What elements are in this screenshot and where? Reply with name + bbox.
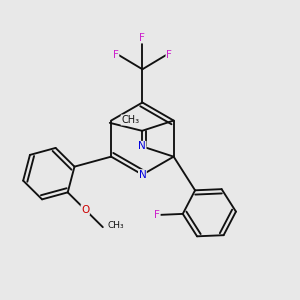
Text: O: O [81,205,89,215]
Text: N: N [138,141,146,152]
Text: F: F [166,50,172,60]
Text: CH₃: CH₃ [107,221,124,230]
Text: F: F [154,210,160,220]
Text: F: F [140,33,145,43]
Text: F: F [113,50,119,60]
Text: CH₃: CH₃ [121,115,139,125]
Text: N: N [139,170,146,180]
